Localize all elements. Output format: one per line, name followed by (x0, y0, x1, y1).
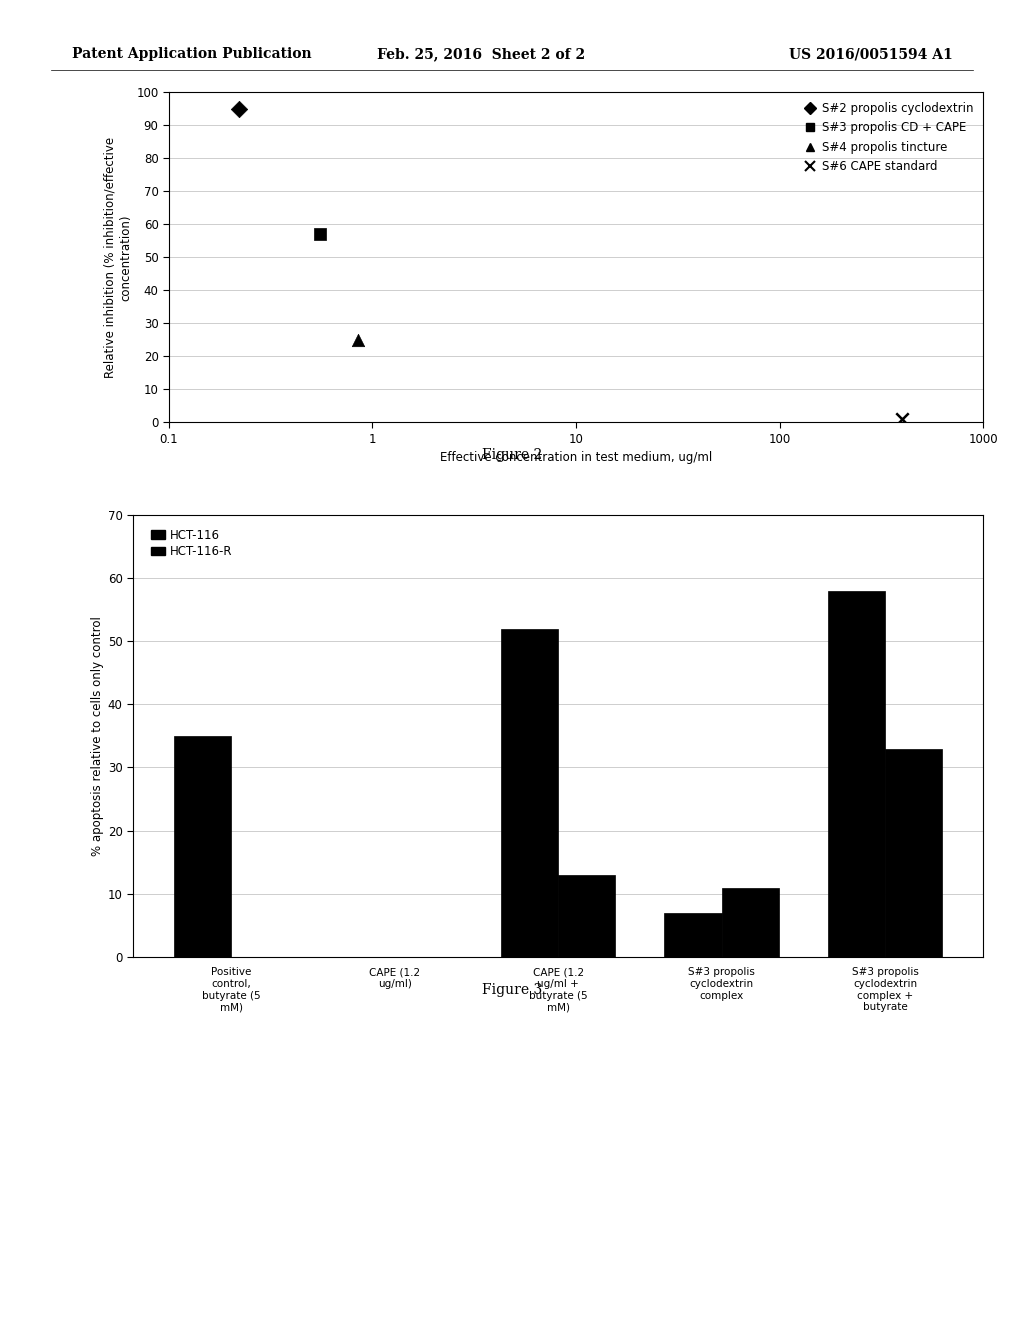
Text: US 2016/0051594 A1: US 2016/0051594 A1 (788, 48, 952, 61)
Bar (665, 913, 722, 957)
Point (230, 98, 247, 119)
Text: Patent Application Publication: Patent Application Publication (72, 48, 311, 61)
X-axis label: Effective concentration in test medium, ug/ml: Effective concentration in test medium, … (440, 451, 712, 465)
Text: Figure 2: Figure 2 (482, 449, 542, 462)
Text: Figure 3: Figure 3 (482, 983, 542, 997)
Bar (558, 875, 615, 957)
Y-axis label: Relative inhibition (% inhibition/effective
concentration): Relative inhibition (% inhibition/effect… (103, 137, 132, 378)
Legend: HCT-116, HCT-116-R: HCT-116, HCT-116-R (147, 525, 236, 562)
Bar (722, 887, 778, 957)
Bar (827, 590, 885, 957)
Y-axis label: % apoptosis relative to cells only control: % apoptosis relative to cells only contr… (91, 616, 103, 855)
Legend: S#2 propolis cyclodextrin, S#3 propolis CD + CAPE, S#4 propolis tincture, S#6 CA: S#2 propolis cyclodextrin, S#3 propolis … (801, 98, 977, 177)
Bar (174, 737, 231, 957)
Point (894, 409, 910, 430)
Point (311, 223, 328, 246)
Point (350, 329, 367, 350)
Bar (885, 748, 942, 957)
Bar (501, 628, 558, 957)
Text: Feb. 25, 2016  Sheet 2 of 2: Feb. 25, 2016 Sheet 2 of 2 (377, 48, 586, 61)
